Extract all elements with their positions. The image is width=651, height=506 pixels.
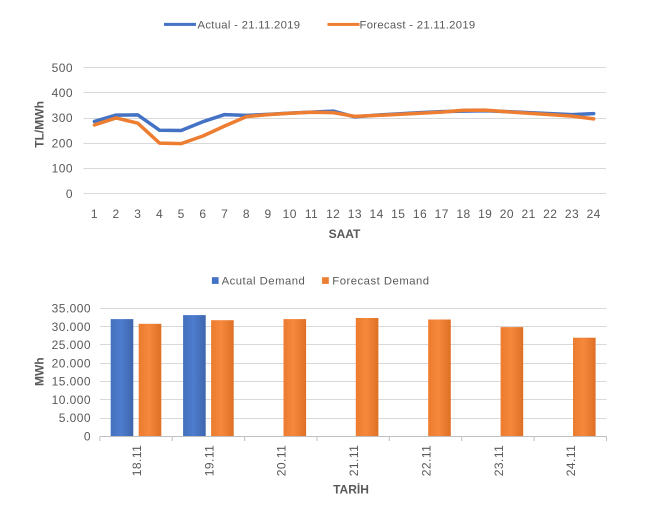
svg-text:100: 100 — [52, 162, 73, 176]
svg-text:11: 11 — [305, 207, 318, 221]
svg-text:TARİH: TARİH — [333, 482, 369, 497]
svg-text:0: 0 — [84, 429, 91, 443]
svg-text:0: 0 — [66, 187, 73, 201]
svg-text:300: 300 — [52, 111, 73, 125]
svg-text:16: 16 — [413, 207, 427, 221]
svg-text:10: 10 — [283, 207, 297, 221]
svg-text:10.000: 10.000 — [52, 393, 91, 407]
svg-text:8: 8 — [243, 207, 250, 221]
svg-text:15.000: 15.000 — [52, 375, 91, 389]
svg-text:3: 3 — [134, 207, 141, 221]
svg-text:6: 6 — [199, 207, 206, 221]
svg-text:14: 14 — [369, 207, 383, 221]
svg-text:4: 4 — [156, 207, 163, 221]
svg-text:19: 19 — [478, 207, 492, 221]
svg-text:21: 21 — [521, 207, 535, 221]
svg-text:18: 18 — [456, 207, 470, 221]
svg-text:5.000: 5.000 — [59, 411, 91, 425]
svg-text:Forecast Demand: Forecast Demand — [332, 275, 429, 287]
svg-text:7: 7 — [221, 207, 228, 221]
svg-text:23: 23 — [565, 207, 579, 221]
svg-text:19.11: 19.11 — [202, 445, 216, 476]
svg-text:1: 1 — [91, 207, 98, 221]
svg-text:200: 200 — [52, 137, 73, 151]
svg-text:13: 13 — [348, 207, 362, 221]
svg-text:15: 15 — [391, 207, 405, 221]
svg-text:12: 12 — [326, 207, 340, 221]
svg-text:Forecast - 21.11.2019: Forecast - 21.11.2019 — [360, 20, 476, 32]
svg-text:24.11: 24.11 — [564, 445, 578, 476]
svg-text:22.11: 22.11 — [419, 445, 433, 476]
svg-text:24: 24 — [587, 207, 601, 221]
svg-text:Acutal Demand: Acutal Demand — [222, 275, 306, 287]
svg-text:20: 20 — [500, 207, 514, 221]
svg-text:9: 9 — [265, 207, 272, 221]
svg-text:TL/MWh: TL/MWh — [32, 101, 46, 148]
svg-text:25.000: 25.000 — [52, 338, 91, 352]
svg-text:18.11: 18.11 — [130, 445, 144, 476]
svg-text:17: 17 — [435, 207, 449, 221]
svg-text:30.000: 30.000 — [52, 320, 91, 334]
svg-text:500: 500 — [52, 61, 73, 75]
svg-text:22: 22 — [543, 207, 557, 221]
svg-text:Actual - 21.11.2019: Actual - 21.11.2019 — [198, 20, 301, 32]
svg-text:23.11: 23.11 — [492, 445, 506, 476]
svg-text:SAAT: SAAT — [329, 227, 361, 241]
svg-text:2: 2 — [113, 207, 120, 221]
svg-text:35.000: 35.000 — [52, 302, 91, 316]
svg-text:400: 400 — [52, 86, 73, 100]
svg-text:5: 5 — [178, 207, 185, 221]
svg-text:21.11: 21.11 — [347, 445, 361, 476]
svg-text:20.000: 20.000 — [52, 356, 91, 370]
svg-text:20.11: 20.11 — [275, 445, 289, 476]
svg-text:MWh: MWh — [32, 357, 46, 386]
